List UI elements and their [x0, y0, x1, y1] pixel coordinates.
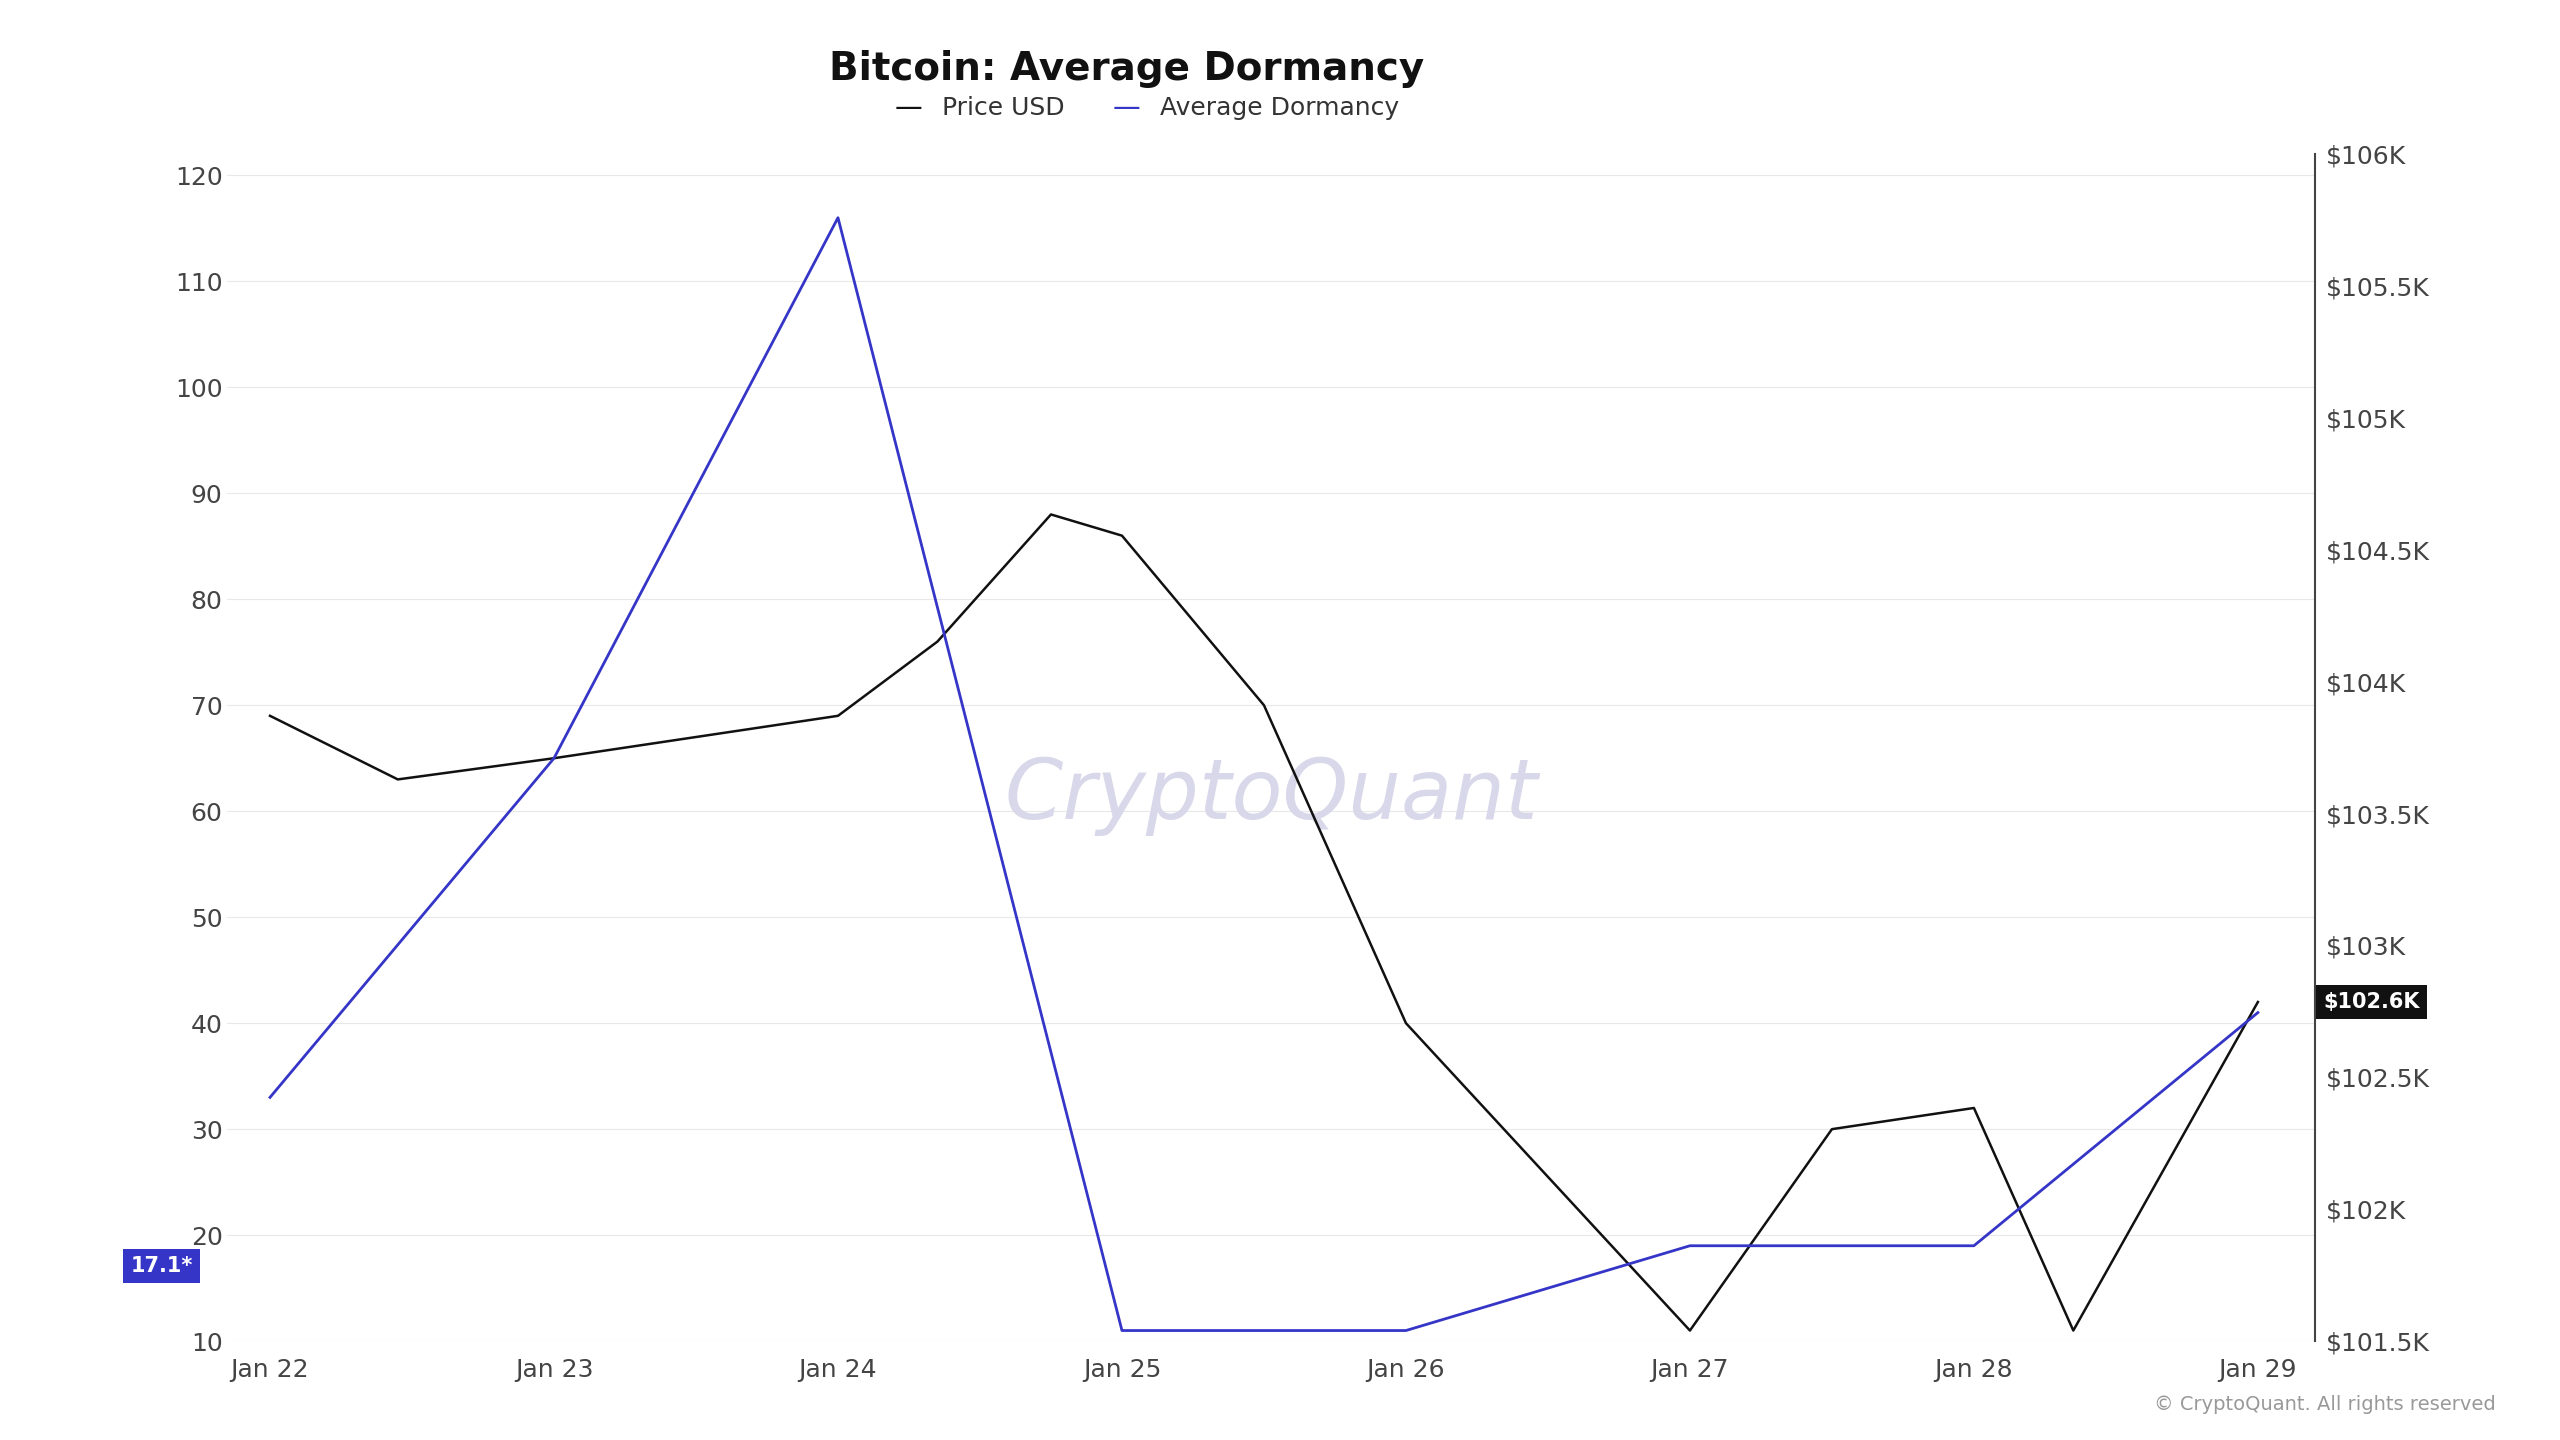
Text: —: — [1114, 94, 1139, 122]
Text: $102.6K: $102.6K [2322, 992, 2419, 1012]
Text: CryptoQuant: CryptoQuant [1004, 755, 1539, 835]
Text: © CryptoQuant. All rights reserved: © CryptoQuant. All rights reserved [2156, 1395, 2496, 1414]
Text: 17.1*: 17.1* [131, 1256, 192, 1276]
Text: —: — [896, 94, 922, 122]
Text: Average Dormancy: Average Dormancy [1160, 96, 1398, 120]
Text: Price USD: Price USD [942, 96, 1065, 120]
Text: Bitcoin: Average Dormancy: Bitcoin: Average Dormancy [829, 50, 1423, 88]
